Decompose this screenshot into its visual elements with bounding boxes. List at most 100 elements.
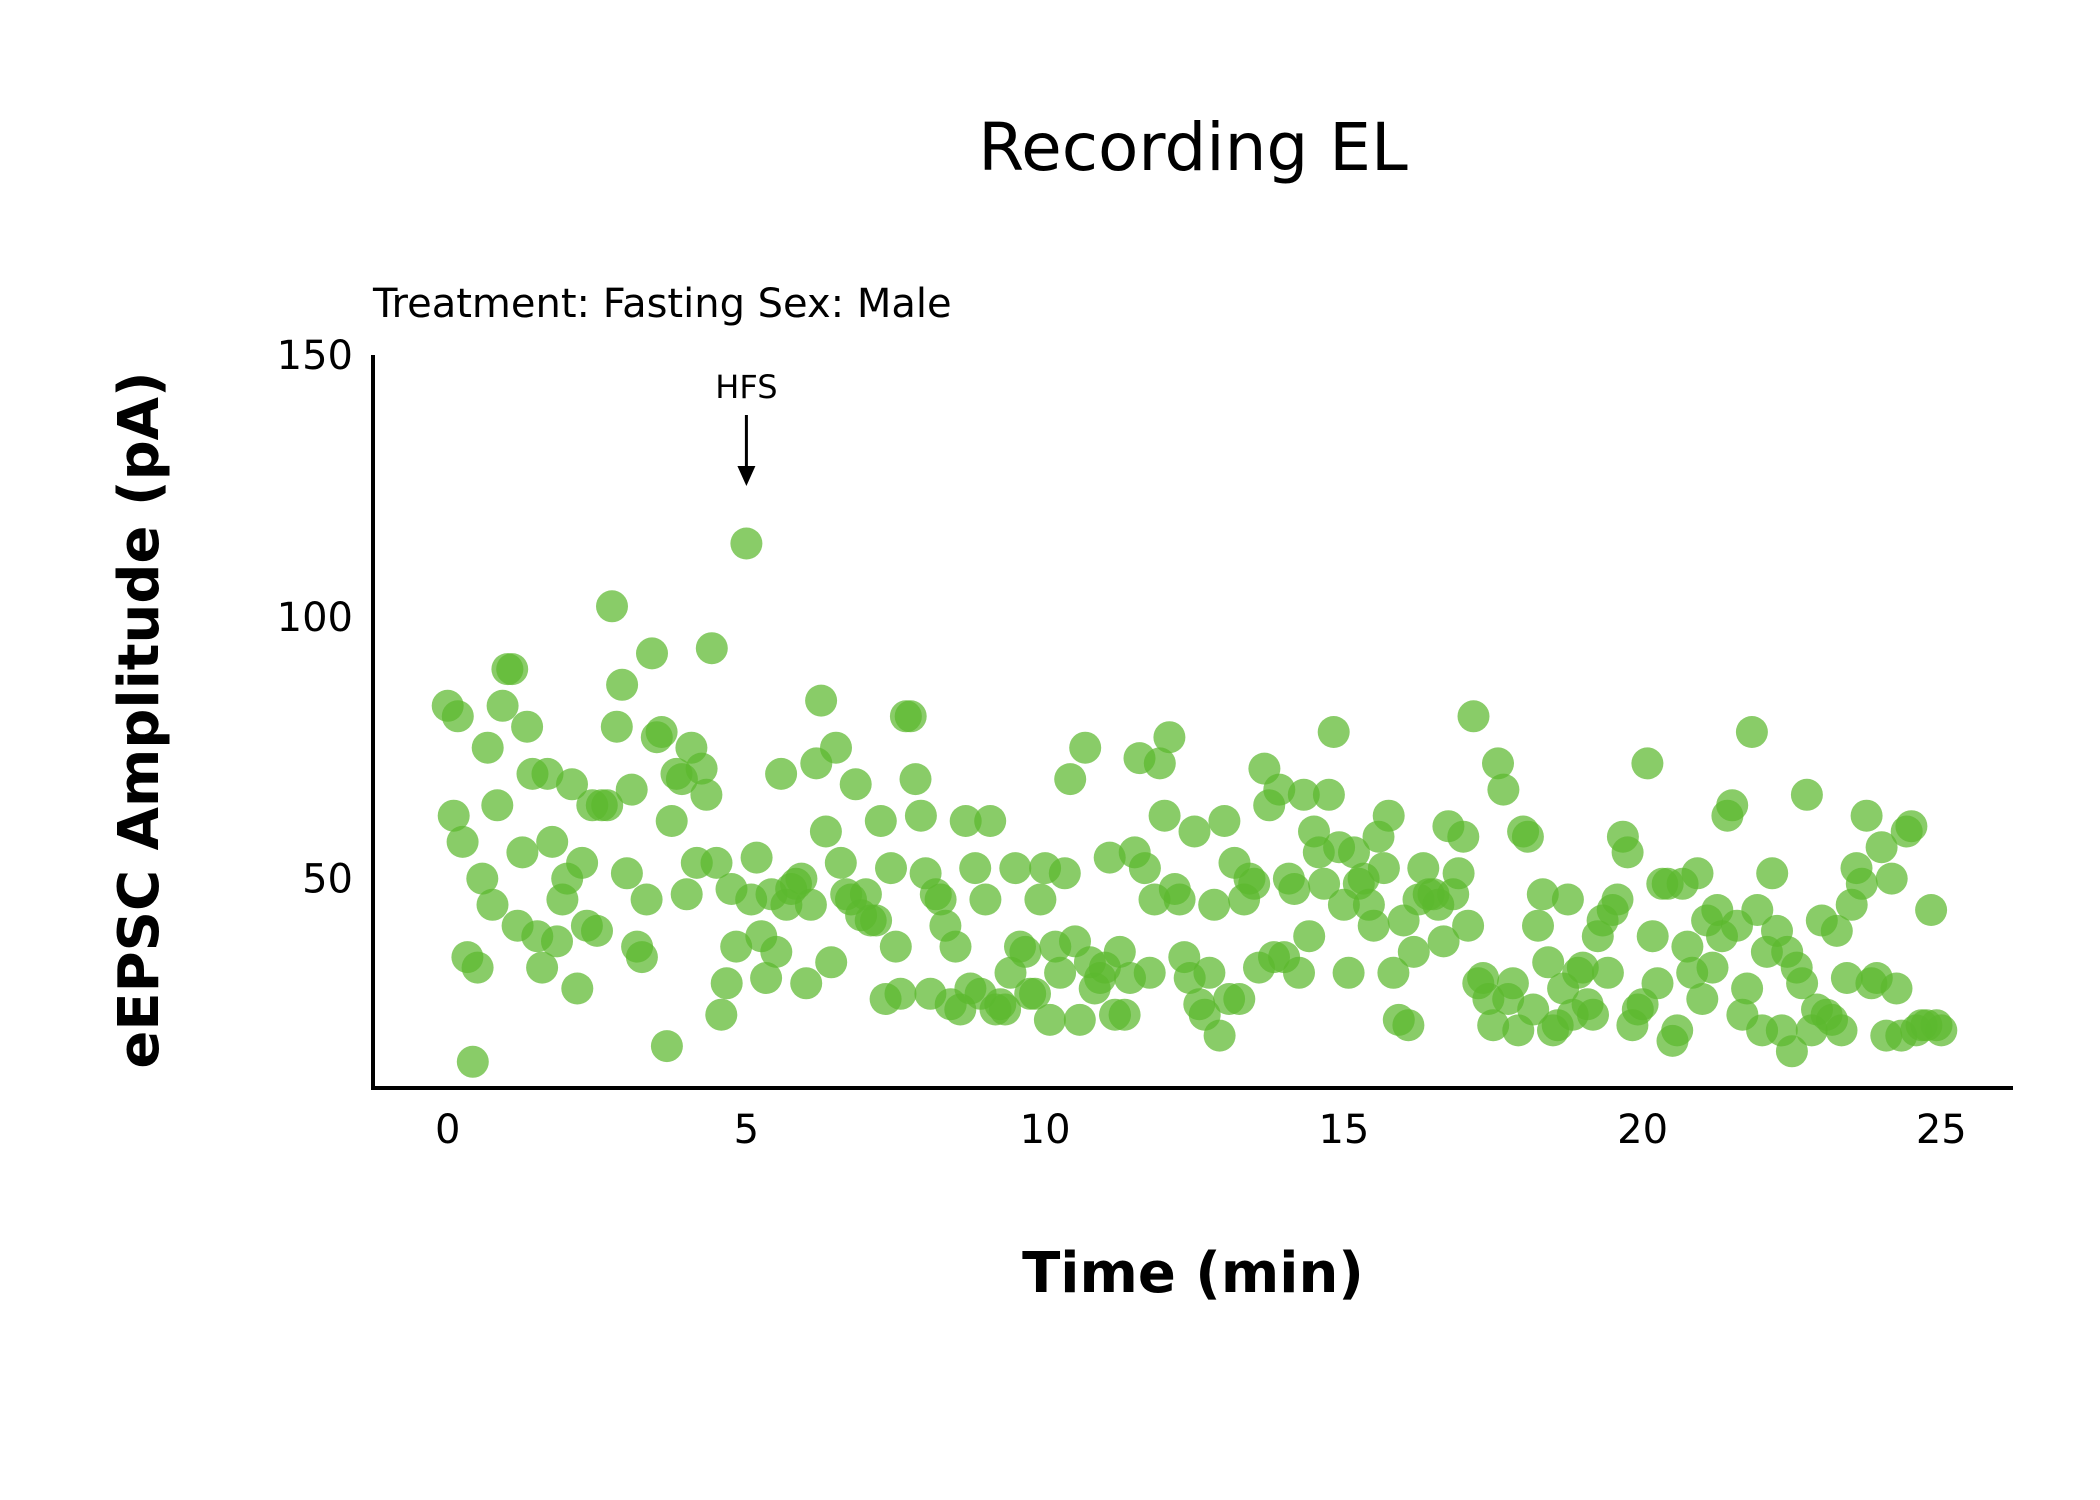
data-point (1566, 951, 1599, 984)
x-axis-label: Time (min) (1022, 1241, 1364, 1306)
data-point (790, 967, 823, 1000)
data-point (1790, 778, 1823, 811)
data-point (864, 805, 897, 837)
data-point (1925, 1014, 1958, 1047)
data-point (1696, 951, 1729, 984)
data-point (1716, 789, 1749, 822)
data-point (1148, 799, 1181, 832)
data-point (1825, 1014, 1858, 1047)
data-point (794, 888, 827, 921)
data-point (685, 752, 718, 785)
data-point (1312, 778, 1345, 811)
data-point (924, 883, 957, 916)
data-point (730, 527, 763, 560)
data-point (1735, 716, 1768, 748)
data-point (879, 930, 912, 963)
data-point (476, 888, 509, 921)
data-point (1577, 998, 1609, 1031)
data-point (1048, 857, 1081, 890)
data-point (949, 805, 982, 837)
data-point (1407, 852, 1440, 885)
data-point (1636, 920, 1669, 953)
data-point (1482, 747, 1514, 780)
data-point (1442, 857, 1475, 890)
data-point (1686, 983, 1719, 1015)
chart-title: Recording EL (978, 109, 1408, 186)
data-point (650, 1030, 683, 1063)
data-point (591, 789, 624, 822)
data-point (437, 799, 470, 832)
x-tick-label: 15 (1318, 1107, 1369, 1153)
data-point (1661, 1014, 1694, 1047)
y-axis-ticks: 50 100 150 (277, 333, 353, 903)
data-point (566, 846, 599, 879)
data-point (884, 977, 917, 1010)
data-point (1069, 731, 1102, 764)
data-point (581, 914, 613, 947)
data-point (466, 862, 499, 895)
data-point (860, 904, 893, 937)
data-point (1447, 820, 1480, 853)
data-point (1193, 956, 1226, 989)
data-point (461, 951, 494, 984)
data-point (720, 930, 753, 963)
data-point (1108, 998, 1141, 1031)
data-point (1522, 909, 1554, 942)
data-point (1865, 831, 1898, 864)
data-point (1019, 977, 1051, 1010)
data-point (849, 878, 882, 911)
data-point (1786, 967, 1819, 1000)
data-point (615, 773, 648, 806)
data-point (561, 972, 594, 1005)
data-point (531, 757, 564, 790)
data-point (446, 825, 479, 858)
data-point (1427, 925, 1460, 958)
data-point (670, 878, 703, 911)
data-point (606, 668, 639, 701)
data-point (1487, 773, 1520, 806)
data-point (506, 836, 539, 869)
data-point (1845, 867, 1878, 900)
data-point (1511, 820, 1544, 853)
data-point (785, 862, 818, 895)
data-points (431, 527, 1958, 1078)
data-point (899, 763, 932, 796)
data-point (805, 684, 838, 717)
data-point (1278, 873, 1311, 905)
data-point (1895, 810, 1928, 843)
data-point (1526, 878, 1559, 911)
data-point (1128, 852, 1161, 885)
data-point (1263, 773, 1296, 806)
data-point (1044, 956, 1077, 989)
data-point (1875, 862, 1908, 895)
data-point (541, 925, 573, 958)
data-point (1631, 747, 1664, 780)
data-point (1287, 778, 1320, 811)
data-point (705, 998, 738, 1031)
data-point (1223, 983, 1256, 1015)
data-point (824, 846, 857, 879)
data-point (1850, 799, 1883, 832)
data-point (1238, 867, 1271, 900)
data-point (471, 731, 504, 764)
data-point (1338, 836, 1370, 869)
data-point (1397, 935, 1430, 968)
data-point (1880, 972, 1913, 1005)
data-point (1372, 799, 1405, 832)
data-point (969, 883, 1002, 916)
data-point (939, 930, 972, 963)
data-point (1591, 956, 1624, 989)
data-point (1551, 883, 1584, 916)
data-point (596, 590, 628, 623)
y-axis-label: eEPSC Amplitude (pA) (107, 371, 172, 1068)
data-point (511, 710, 544, 743)
data-point (1830, 962, 1863, 994)
data-point (1457, 700, 1490, 733)
data-point (894, 700, 927, 733)
data-point (904, 799, 937, 832)
data-point (1477, 1009, 1510, 1042)
data-point (1496, 967, 1529, 1000)
data-point (695, 632, 728, 665)
data-point (1208, 805, 1241, 837)
